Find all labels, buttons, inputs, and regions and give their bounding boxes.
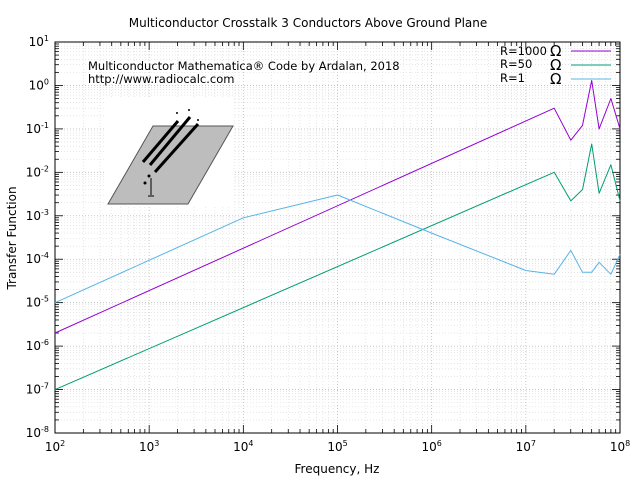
x-tick-labels: 102 103 104 105 106 107 108 — [45, 439, 630, 454]
ohm-symbol: Ω — [550, 70, 561, 88]
annotation-url: http://www.radiocalc.com — [88, 72, 234, 86]
series-line-1 — [54, 143, 621, 391]
legend-label: R=1000 — [500, 44, 547, 58]
x-axis-label: Frequency, Hz — [295, 462, 380, 476]
y-tick-labels: 10-8 10-7 10-6 10-5 10-4 10-3 10-2 10-1 100 101 — [26, 34, 49, 440]
series — [54, 80, 621, 391]
y-tick-label: 10-5 — [26, 295, 49, 310]
y-tick-label: 10-8 — [26, 425, 49, 440]
y-tick-label: 10-4 — [26, 251, 49, 266]
ohm-symbol: Ω — [550, 42, 561, 60]
y-tick-label: 10-2 — [26, 164, 49, 179]
x-tick-label: 102 — [45, 439, 65, 454]
chart-title: Multiconductor Crosstalk 3 Conductors Ab… — [129, 16, 488, 30]
legend-entry-r1: R=1 Ω — [500, 70, 611, 88]
legend-entry-r50: R=50 Ω — [500, 56, 611, 74]
y-tick-label: 100 — [29, 77, 49, 92]
ohm-symbol: Ω — [550, 56, 561, 74]
axis-ticks — [54, 41, 621, 434]
y-tick-label: 10-7 — [26, 382, 49, 397]
series-line-2 — [54, 194, 621, 304]
y-tick-label: 10-3 — [26, 208, 49, 223]
y-tick-label: 10-1 — [26, 121, 49, 136]
y-tick-label: 10-6 — [26, 338, 49, 353]
x-tick-label: 107 — [516, 439, 536, 454]
series-line-0 — [54, 80, 621, 334]
grid — [54, 41, 621, 434]
conductor-diagram-image — [105, 98, 234, 206]
annotation-credit: Multiconductor Mathematica® Code by Arda… — [88, 59, 400, 73]
x-tick-label: 103 — [139, 439, 159, 454]
y-axis-label: Transfer Function — [5, 186, 19, 290]
y-tick-label: 101 — [29, 34, 49, 49]
x-tick-label: 104 — [233, 439, 253, 454]
legend-entry-r1000: R=1000 Ω — [500, 42, 611, 60]
legend: R=1000 Ω R=50 Ω R=1 Ω — [500, 42, 611, 88]
legend-label: R=50 — [500, 57, 532, 71]
x-tick-label: 106 — [421, 439, 441, 454]
x-tick-label: 105 — [327, 439, 347, 454]
legend-label: R=1 — [500, 71, 525, 85]
x-tick-label: 108 — [610, 439, 630, 454]
